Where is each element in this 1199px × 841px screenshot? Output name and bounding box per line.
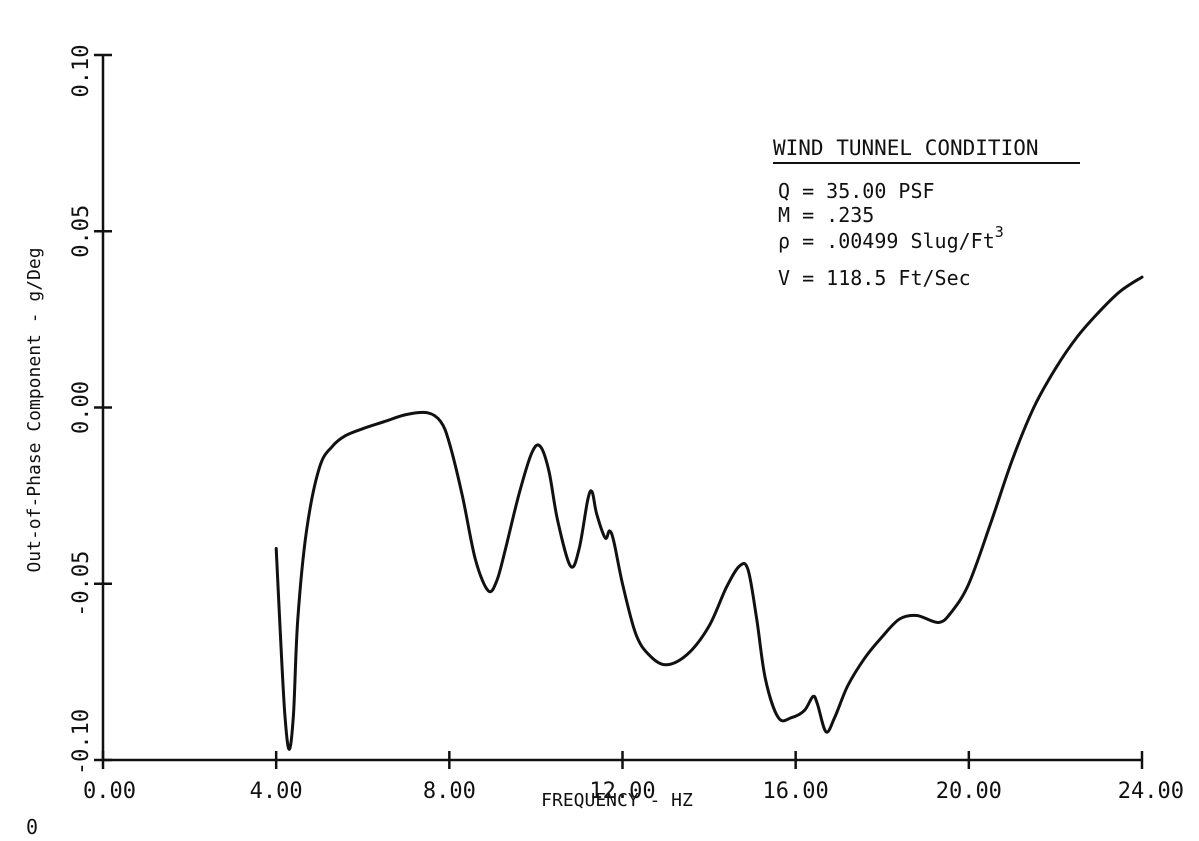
x-tick-label: 0.00 [83, 779, 136, 804]
x-axis-ticks: 0.00 4.00 8.00 12.00 16.00 20.00 24.00 [83, 751, 1184, 804]
condition-v: V = 118.5 Ft/Sec [778, 266, 971, 290]
y-tick-label: -0.05 [69, 551, 94, 617]
condition-q: Q = 35.00 PSF [778, 179, 935, 203]
condition-m: M = .235 [778, 203, 874, 227]
x-tick-label: 20.00 [936, 779, 1002, 804]
condition-rho-exponent: 3 [995, 223, 1004, 241]
x-tick-label: 12.00 [589, 779, 655, 804]
y-axis-ticks: -0.10 -0.05 0.00 0.05 0.10 [69, 45, 112, 775]
x-tick-label: 16.00 [763, 779, 829, 804]
series-line [274, 275, 1144, 751]
x-tick-label: 8.00 [423, 779, 476, 804]
y-axis-label: Out-of-Phase Component - g/Deg [24, 247, 45, 572]
x-axis-label: FREQUENCY - HZ [541, 790, 693, 811]
stray-mark: 0 [26, 815, 38, 839]
y-tick-label: 0.10 [69, 45, 94, 98]
condition-rho-text: ρ = .00499 Slug/Ft [778, 229, 995, 253]
x-tick-label: 4.00 [250, 779, 303, 804]
y-tick-label: -0.10 [69, 709, 94, 775]
y-tick-label: 0.05 [69, 205, 94, 258]
condition-box: WIND TUNNEL CONDITION Q = 35.00 PSF M = … [773, 136, 1080, 290]
condition-title: WIND TUNNEL CONDITION [773, 136, 1039, 160]
condition-rho: ρ = .00499 Slug/Ft3 [778, 223, 1004, 253]
y-tick-label: 0.00 [69, 381, 94, 434]
x-tick-label: 24.00 [1118, 779, 1184, 804]
